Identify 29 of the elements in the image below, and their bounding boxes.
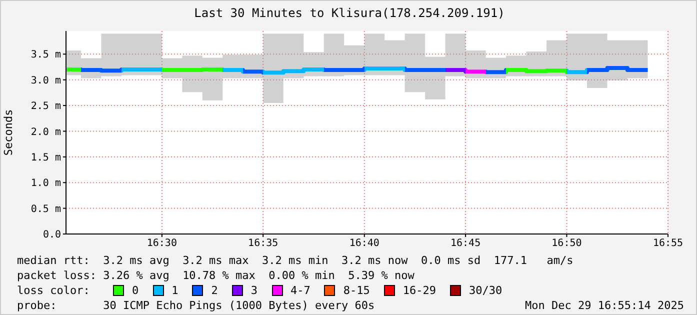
y-tick-label: 3.5 m: [30, 50, 61, 61]
text: Mon Dec 29 16:55:14 2025: [525, 298, 684, 313]
text: median rtt: 3.2 ms avg 3.2 ms max 3.2 ms min 3.2 ms now 0.0 ms sd 177.1 am/s: [17, 253, 574, 268]
legend-label: 30/30: [468, 283, 502, 298]
legend-label: 0: [131, 283, 139, 298]
text: probe: 30 ICMP Echo Pings (1000 Bytes) every 60s: [17, 298, 375, 313]
x-tick-label: 16:55: [652, 238, 684, 250]
y-tick-label: 0.5 m: [30, 204, 61, 215]
y-tick-label: 1.5 m: [30, 152, 61, 164]
text: packet loss: 3.26 % avg 10.78 % max 0.00 % min 5.39 % now: [17, 268, 416, 283]
y-tick-label: 2.5 m: [30, 101, 61, 112]
y-axis-title: Seconds: [2, 109, 15, 156]
y-tick-label: 1.0 m: [30, 178, 61, 190]
legend-label: 1: [170, 283, 178, 298]
legend-title: loss color:: [17, 283, 91, 298]
legend-label: 2: [210, 283, 218, 298]
x-tick-label: 16:35: [248, 238, 278, 250]
legend-label: 3: [250, 283, 258, 298]
x-tick-label: 16:50: [552, 238, 582, 250]
x-tick-label: 16:45: [450, 238, 481, 250]
x-tick-label: 16:40: [349, 238, 380, 250]
legend-label: 4-7: [290, 283, 310, 298]
y-tick-label: 0.0: [42, 230, 61, 241]
chart-title: Last 30 Minutes to Klisura(178.254.209.191): [193, 6, 506, 20]
legend-label: 16-29: [402, 283, 436, 298]
y-tick-label: 2.0 m: [30, 126, 61, 138]
x-tick-label: 16:30: [146, 238, 177, 250]
legend-label: 8-15: [342, 283, 370, 298]
y-tick-label: 3.0 m: [30, 75, 61, 86]
